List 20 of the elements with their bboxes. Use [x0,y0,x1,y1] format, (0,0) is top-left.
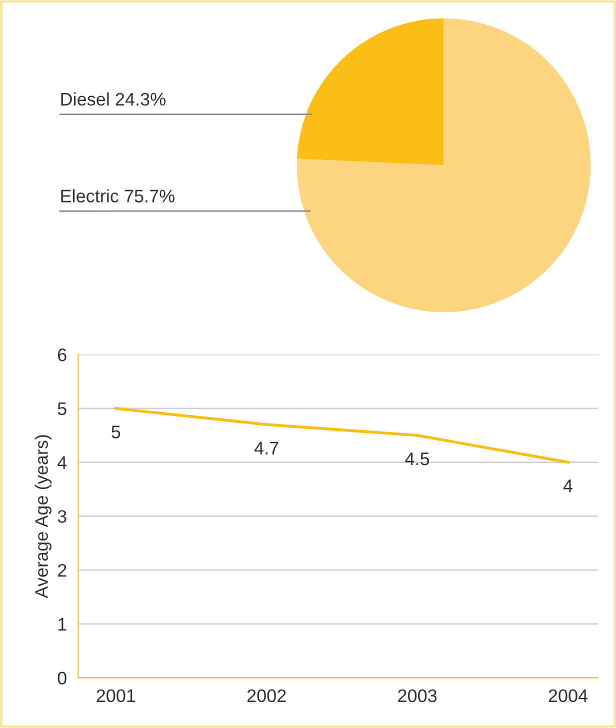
data-label: 4.7 [254,442,278,454]
y-tick-label: 2 [58,564,66,577]
x-tick-label: 2003 [398,689,437,702]
y-tick-label: 1 [58,618,66,630]
x-tick-label: 2001 [96,689,136,702]
slice-label: Diesel 24.3% [61,92,166,106]
data-label: 5 [112,426,120,438]
y-tick-label: 6 [58,348,66,362]
slice-label: Electric 75.7% [61,189,175,202]
pie-slice [296,18,591,312]
y-axis-title: Average Age (years) [34,435,52,598]
pie-slice [297,18,444,166]
data-label: 4.5 [405,452,430,466]
y-tick-label: 3 [58,510,66,523]
x-tick-label: 2002 [247,689,286,702]
y-tick-label: 0 [58,672,66,684]
data-label: 4 [563,480,572,492]
x-tick-label: 2004 [548,689,588,702]
y-tick-label: 5 [58,402,66,416]
y-tick-label: 4 [57,456,67,469]
